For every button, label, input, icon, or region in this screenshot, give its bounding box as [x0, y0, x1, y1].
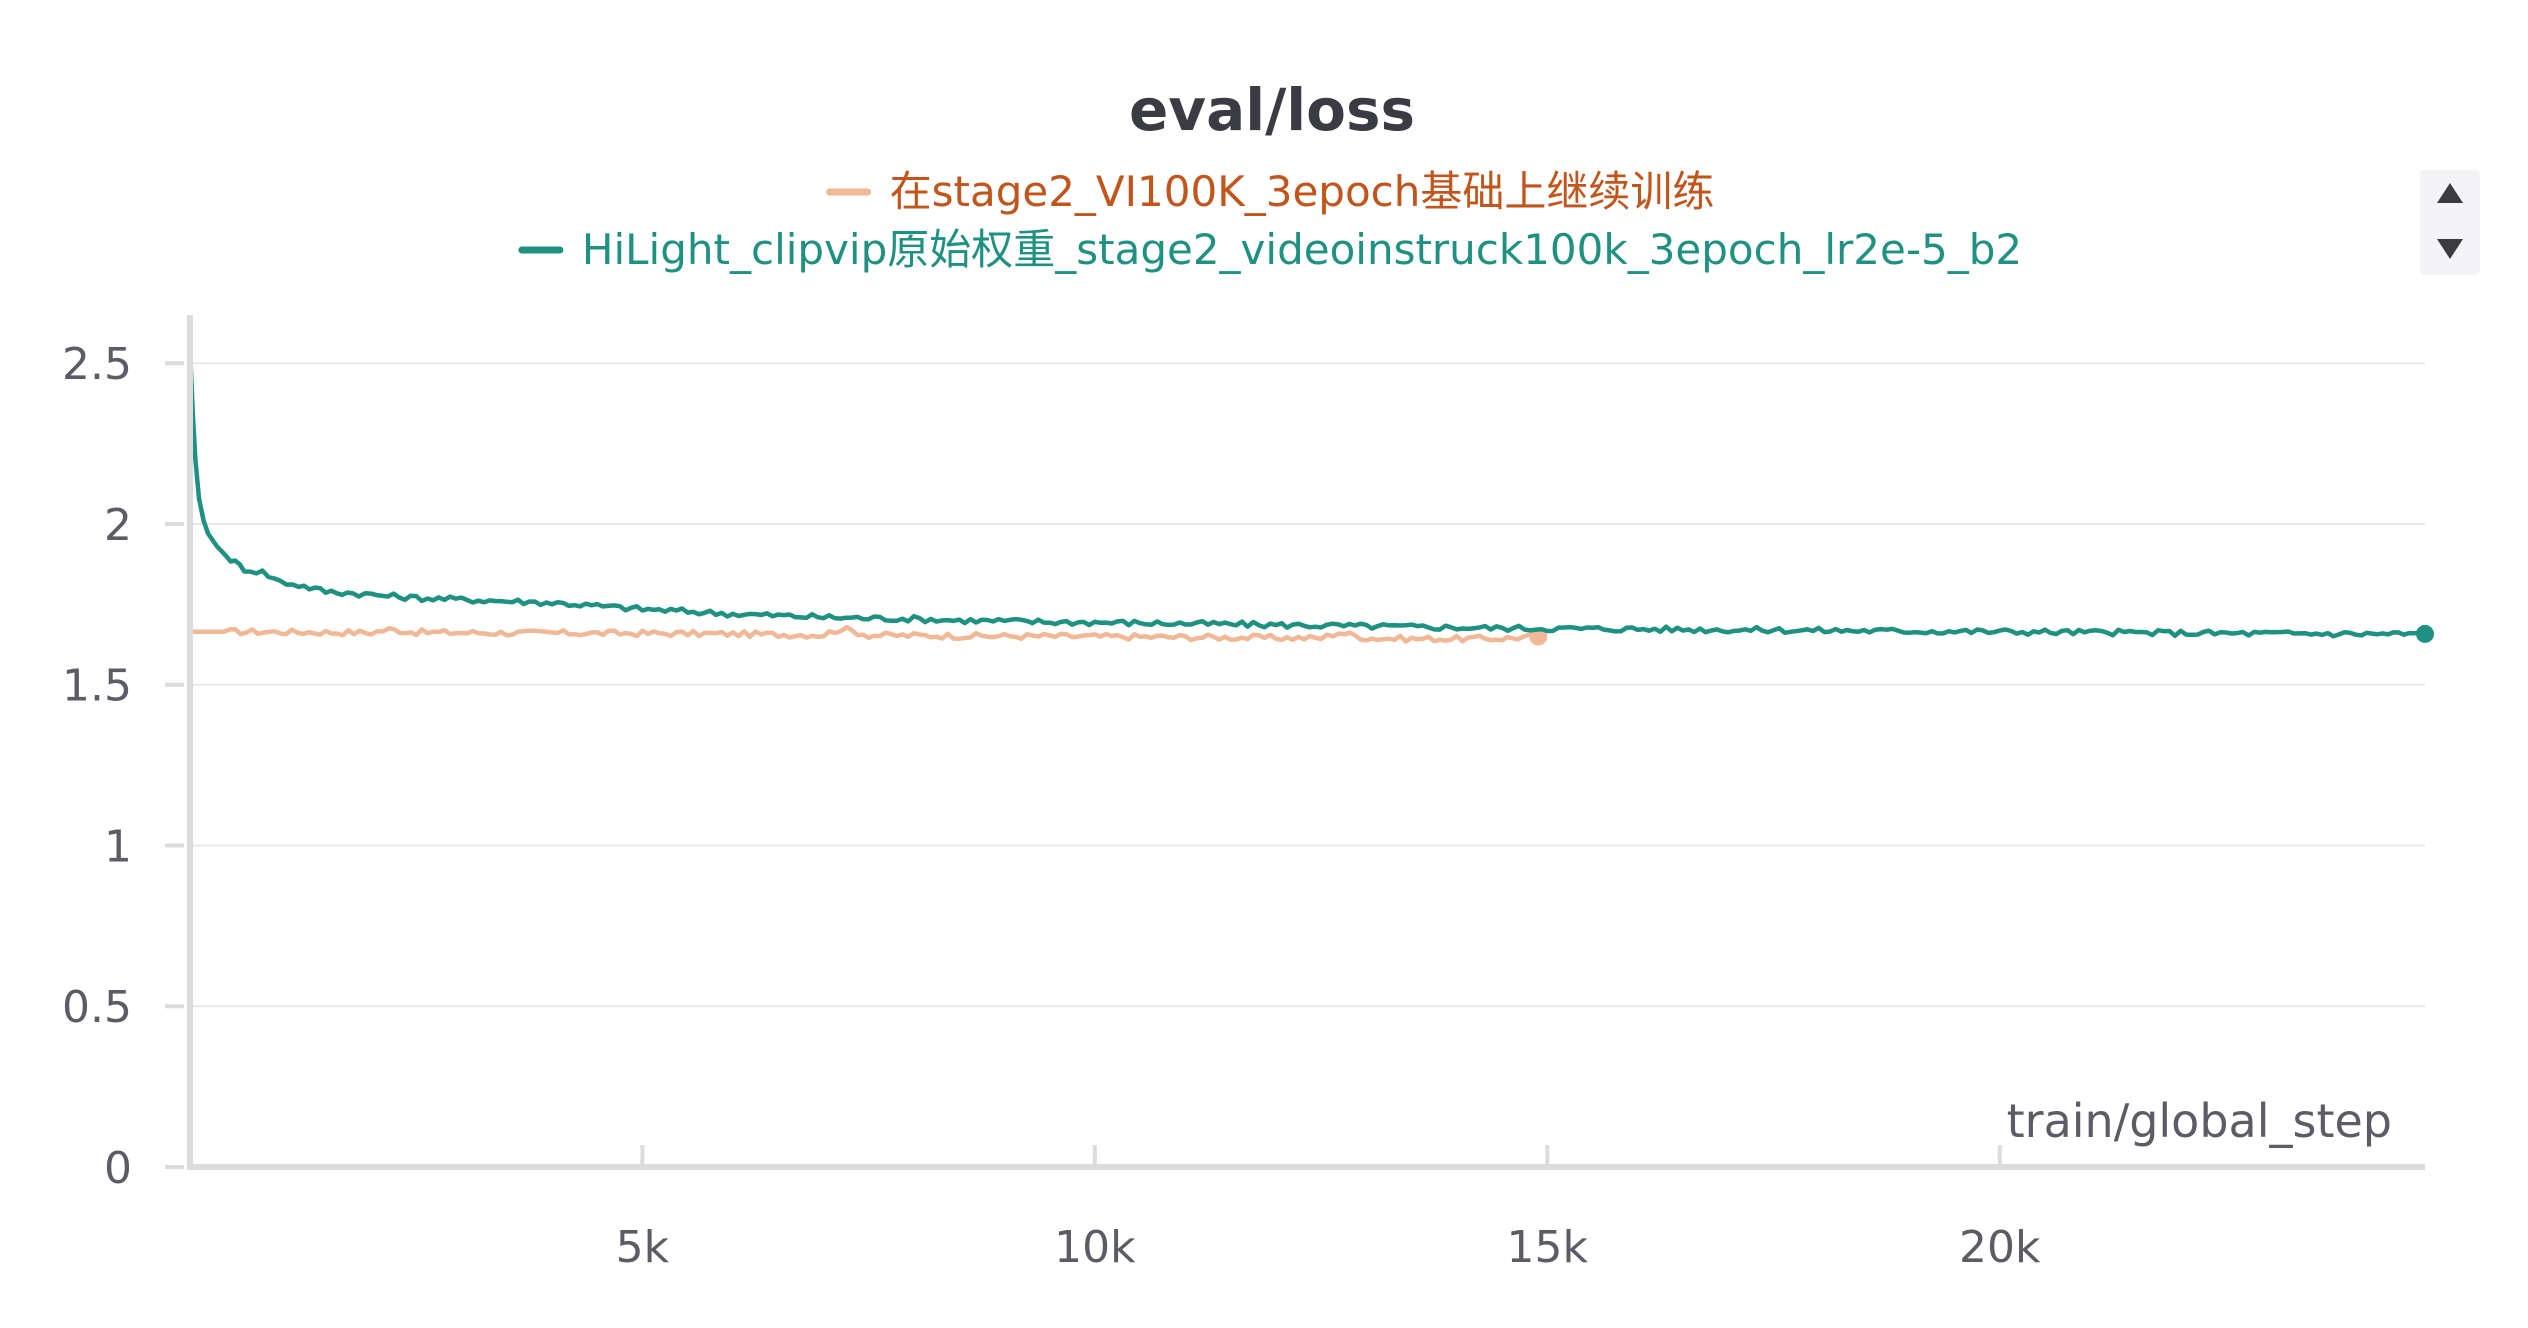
- grid-lines: [190, 362, 2425, 1008]
- series-end-point-2[interactable]: [2416, 624, 2434, 643]
- y-tick-label: 1.5: [62, 661, 132, 712]
- x-tick-label: 15k: [1507, 1222, 1589, 1273]
- series-line-1: [187, 624, 1541, 644]
- y-tick-label: 2.5: [62, 339, 132, 390]
- legend-item-1[interactable]: 在stage2_VI100K_3epoch基础上继续训练: [826, 167, 1715, 216]
- y-axis-ticks: 0 0.5 1 1.5 2 2.5: [62, 339, 184, 1194]
- legend-label: HiLight_clipvip原始权重_stage2_videoinstruck…: [582, 225, 2022, 274]
- x-tick-label: 10k: [1054, 1222, 1136, 1273]
- y-tick-label: 0.5: [62, 982, 132, 1033]
- y-tick-label: 2: [104, 500, 132, 551]
- y-tick-label: 0: [104, 1143, 132, 1194]
- x-axis-title: train/global_step: [2007, 1094, 2392, 1148]
- chart-title: eval/loss: [1129, 76, 1415, 144]
- legend-scroll-up-icon[interactable]: [2437, 183, 2463, 203]
- axes: [187, 315, 2425, 1170]
- legend: 在stage2_VI100K_3epoch基础上继续训练 HiLight_clip…: [518, 167, 2022, 274]
- legend-scroll-control: [2420, 170, 2480, 275]
- legend-item-2[interactable]: HiLight_clipvip原始权重_stage2_videoinstruck…: [518, 225, 2022, 274]
- y-tick-label: 1: [104, 821, 132, 872]
- x-tick-label: 5k: [616, 1222, 670, 1273]
- legend-label: 在stage2_VI100K_3epoch基础上继续训练: [890, 167, 1715, 216]
- x-axis-ticks: 5k 10k 15k 20k: [616, 1145, 2041, 1273]
- x-tick-label: 20k: [1959, 1222, 2041, 1273]
- legend-scroll-down-icon[interactable]: [2437, 239, 2463, 259]
- series-lines: [187, 344, 2434, 646]
- series-line-2: [187, 344, 2428, 639]
